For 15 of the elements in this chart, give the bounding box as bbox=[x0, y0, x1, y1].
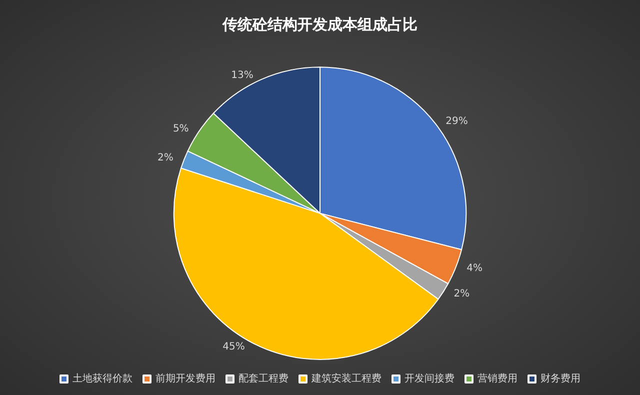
legend-label: 开发间接费 bbox=[404, 372, 454, 384]
legend-label: 土地获得价款 bbox=[72, 372, 132, 384]
data-label: 29% bbox=[446, 116, 468, 127]
data-label: 4% bbox=[466, 263, 482, 274]
data-label: 45% bbox=[222, 342, 245, 353]
legend-label: 配套工程费 bbox=[238, 372, 288, 384]
data-label: 13% bbox=[231, 70, 254, 81]
data-label: 5% bbox=[172, 123, 189, 134]
legend-label: 财务费用 bbox=[540, 372, 580, 384]
legend-label: 建筑安装工程费 bbox=[310, 372, 382, 384]
data-label: 2% bbox=[158, 152, 174, 164]
legend-label: 前期开发费用 bbox=[156, 372, 216, 384]
data-label: 2% bbox=[454, 288, 470, 300]
chart-title: 传统砼结构开发成本组成占比 bbox=[222, 16, 418, 34]
legend-label: 营销费用 bbox=[478, 372, 518, 384]
